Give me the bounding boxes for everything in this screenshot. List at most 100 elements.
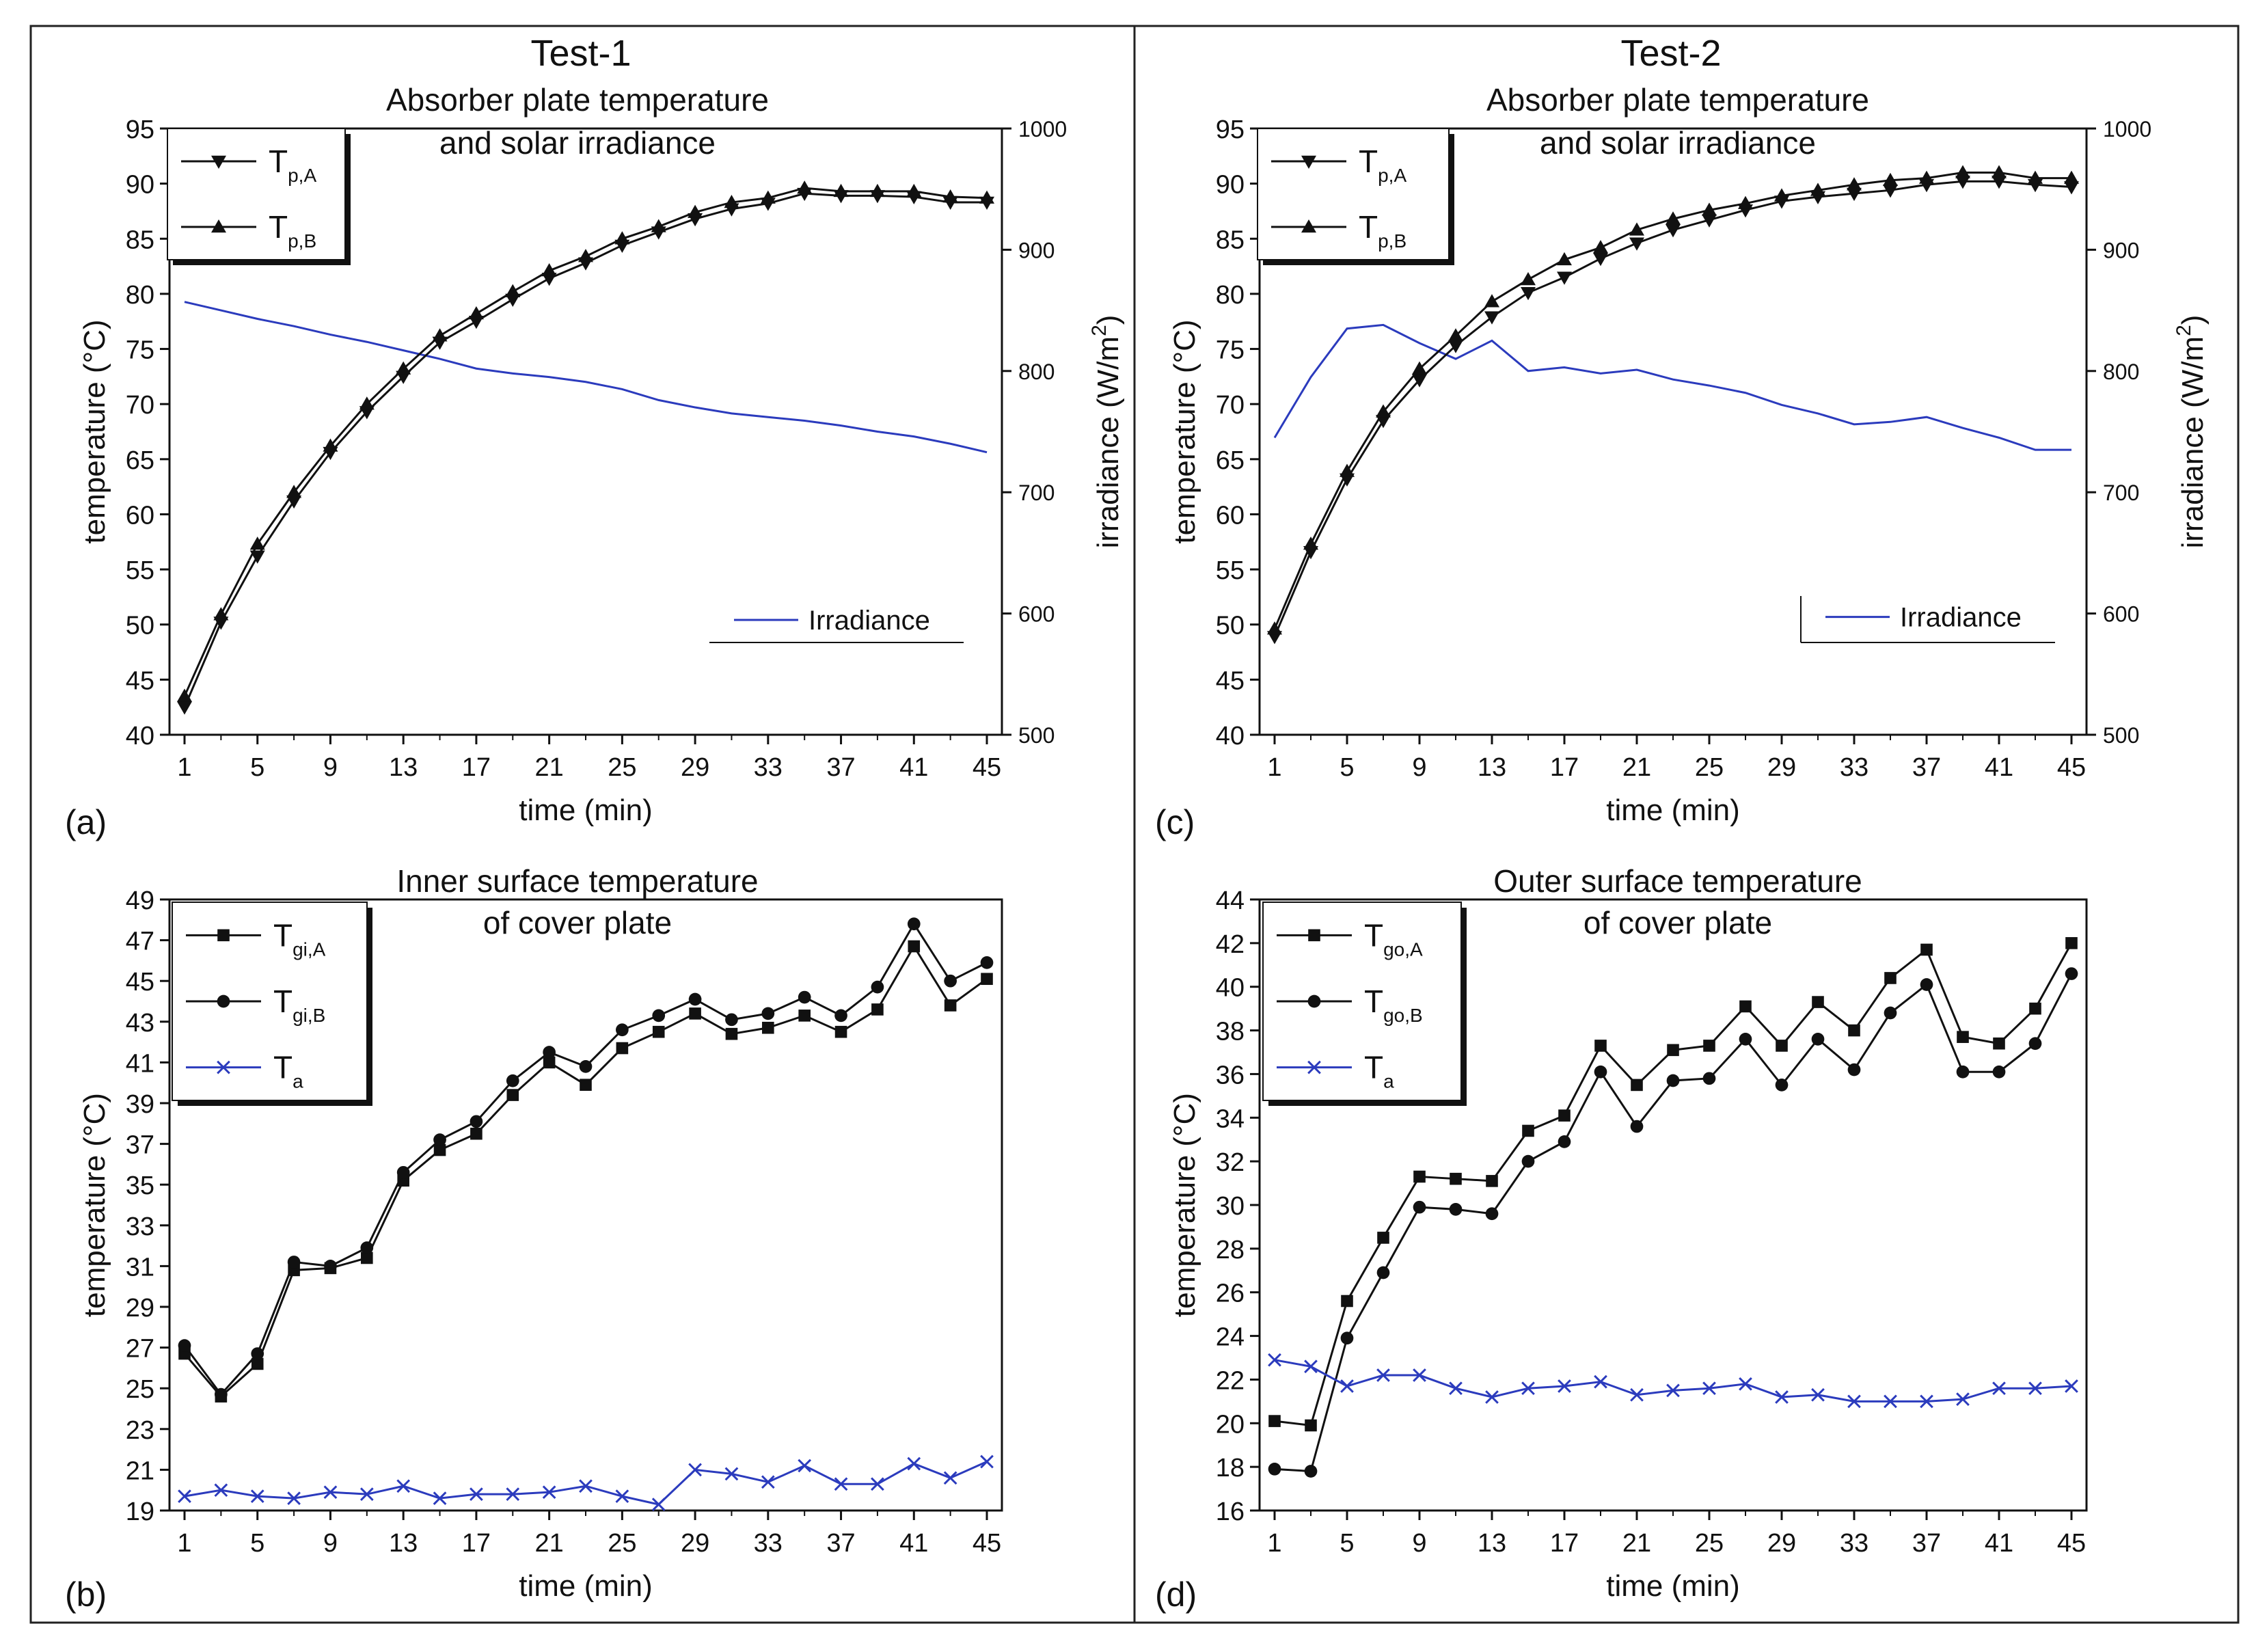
data-point [361,1251,373,1264]
x-tick-label: 9 [1412,753,1426,782]
data-point [725,1013,738,1027]
legend-label-main: T [273,1050,293,1085]
data-point [798,1459,812,1473]
y-tick-label: 36 [1216,1061,1245,1089]
y2-tick-label: 600 [1018,602,1055,627]
data-point [1305,1419,1317,1432]
data-point [724,195,739,208]
data-point [869,183,885,198]
y-axis-label-base: temperature ( [78,1137,111,1317]
chart-a: 1 5 9 13 17 21 25 29 33 37 41 45 40 45 50 55 60 65 70 75 80 8… [65,82,1125,841]
data-point [505,284,521,297]
data-point [1630,1120,1644,1133]
chart-title-line: and solar irradiance [439,125,716,161]
data-point [725,1027,738,1040]
data-point [1558,1109,1571,1122]
data-point [1521,1381,1535,1396]
data-point [1340,463,1355,477]
data-point [1376,1266,1390,1279]
data-point [944,999,957,1012]
y-tick-label: 60 [1216,501,1245,530]
data-point [797,180,813,194]
y-tick-label: 35 [126,1172,154,1200]
data-point [1957,1031,1969,1043]
x-tick-label: 29 [1767,753,1796,782]
data-point [214,1483,228,1498]
y-tick-label: 60 [126,501,154,530]
x-tick-label: 9 [1412,1529,1426,1558]
data-point [1304,1359,1318,1374]
y-axis-label-base: temperature ( [1168,1137,1201,1317]
legend-marker [1307,1060,1321,1074]
test-1-heading: Test-1 [530,33,631,74]
data-point [761,1475,775,1489]
data-point [1920,1394,1933,1409]
legend-label: Tp,A [269,144,316,186]
data-point [541,263,557,277]
y-tick-label: 27 [126,1335,154,1364]
x-tick-label: 29 [681,1529,709,1558]
y-tick-label: 55 [1216,556,1245,585]
legend-label-main: T [273,984,293,1019]
data-point [1522,1124,1534,1137]
y2-tick-label: 800 [2103,360,2139,384]
y2-axis-label-sup: 2 [1088,325,1111,336]
data-point [1557,252,1572,266]
data-point [251,1347,264,1360]
data-point [1413,1170,1426,1183]
legend-irradiance: Irradiance [709,606,964,643]
x-tick-label: 41 [899,1529,928,1558]
data-point [396,1479,411,1493]
y-tick-label: 18 [1216,1454,1245,1482]
y2-axis-label-end: ) [2176,315,2210,325]
data-point [1955,165,1970,178]
legend-marker [217,994,230,1008]
legend-label-main: T [269,144,288,179]
data-point [1702,1072,1716,1085]
y-tick-label: 90 [1216,171,1245,200]
x-tick-label: 45 [973,753,1001,782]
data-point [1485,1390,1499,1404]
data-point [833,183,849,198]
y-tick-label: 80 [1216,281,1245,310]
legend-label-main: T [269,209,288,245]
legend-label: Ta [1364,1050,1394,1092]
data-point [1702,1381,1716,1396]
y-tick-label: 22 [1216,1366,1245,1395]
y-axis-label: temperature (°C) [78,319,111,543]
data-point [2028,1381,2042,1396]
y-axis-label-end: ) [78,319,111,329]
data-point [1883,172,1898,187]
data-point [1920,978,1933,991]
data-point [615,1489,629,1504]
data-point [178,1339,191,1352]
y-tick-label: 24 [1216,1323,1245,1352]
x-tick-label: 25 [1695,753,1724,782]
data-point [1775,1390,1789,1404]
data-point [980,1454,994,1469]
legend-label-main: T [1364,917,1383,953]
data-point [2065,967,2078,980]
data-point [761,1007,775,1020]
x-tick-label: 33 [1840,753,1868,782]
data-point [2029,1002,2041,1015]
data-point [724,1467,739,1481]
data-point [1267,621,1282,635]
data-point [1340,1331,1354,1345]
data-point [506,1074,519,1087]
y-tick-label: 70 [126,391,154,420]
data-point [1920,943,1933,956]
data-point [1303,536,1318,550]
x-tick-label: 29 [1767,1529,1796,1558]
y2-axis-label: irradiance (W/m2) [1088,315,1125,549]
data-point [1521,287,1536,301]
legend-label-sub: go,A [1383,938,1423,960]
x-axis-label: time (min) [1606,794,1740,827]
legend-label-main: T [1364,984,1383,1019]
data-point [470,1127,483,1140]
x-tick-label: 33 [1840,1529,1868,1558]
y-axis-label-base: temperature ( [78,363,111,543]
data-point [470,1487,483,1502]
y2-axis-label-base: irradiance (W/m [1091,336,1125,549]
